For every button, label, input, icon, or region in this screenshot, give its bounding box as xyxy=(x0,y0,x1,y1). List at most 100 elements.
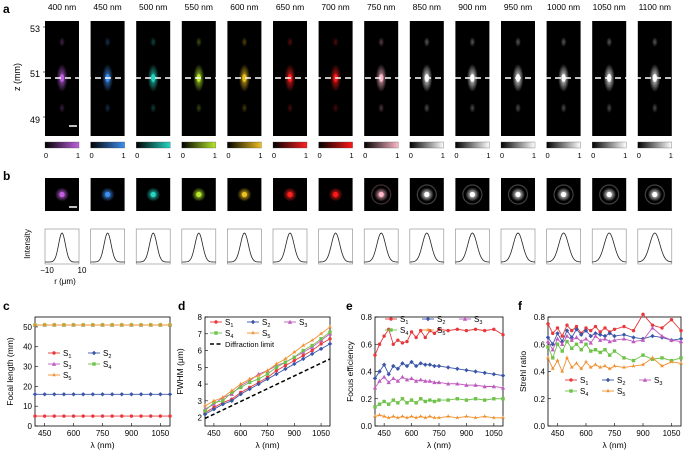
data-point xyxy=(660,356,664,360)
data-point xyxy=(250,330,256,335)
data-point xyxy=(631,358,636,363)
data-point xyxy=(445,413,451,419)
data-point xyxy=(565,323,569,327)
x-tick-label: 450 xyxy=(207,429,221,438)
series-S2 xyxy=(372,359,506,381)
series-line xyxy=(374,328,504,356)
legend-label-subscript: 2 xyxy=(108,354,111,360)
data-point xyxy=(265,372,270,376)
y-tick-label: 0.4 xyxy=(361,368,373,377)
data-point xyxy=(598,364,603,370)
intensity-profile-curve xyxy=(455,232,490,263)
y-tick-label: 3 xyxy=(198,397,203,406)
data-point xyxy=(372,385,378,390)
y-tick-label: 10 xyxy=(23,402,32,411)
panel-a-z-tick-51: 51 xyxy=(30,69,40,79)
data-point xyxy=(446,398,450,402)
data-point xyxy=(301,353,305,358)
data-point xyxy=(603,326,607,330)
data-point xyxy=(283,360,288,364)
legend-label-subscript: 3 xyxy=(659,381,662,387)
data-point xyxy=(91,350,97,356)
legend-label: S2 xyxy=(437,315,445,326)
series-line xyxy=(374,414,503,419)
y-tick-label: 0 xyxy=(28,422,33,431)
data-point xyxy=(42,322,47,327)
x-tick-label: 600 xyxy=(67,429,81,438)
legend-label: S3 xyxy=(654,376,662,387)
legend-label-letter: S xyxy=(63,360,68,369)
legend-label-letter: S xyxy=(654,376,659,385)
focal-peak xyxy=(470,74,475,82)
data-point xyxy=(678,336,684,341)
data-point xyxy=(265,376,270,382)
data-point xyxy=(413,415,419,420)
data-point xyxy=(418,361,423,366)
data-point xyxy=(61,322,67,327)
data-point xyxy=(203,409,207,413)
data-point xyxy=(659,333,665,338)
legend-label-subscript: 2 xyxy=(267,323,270,329)
legend-label-letter: S xyxy=(400,326,405,335)
plot-frame xyxy=(34,316,171,427)
data-point xyxy=(265,368,270,373)
data-point xyxy=(593,362,598,367)
data-point xyxy=(650,333,655,339)
y-axis-label: Strehl ratio xyxy=(518,351,528,392)
data-point xyxy=(579,348,583,352)
data-point xyxy=(641,353,645,357)
side-lobe xyxy=(423,37,430,47)
data-point xyxy=(605,388,611,393)
data-point xyxy=(425,316,431,322)
y-tick-label: 40 xyxy=(23,343,32,352)
series-S4 xyxy=(203,330,332,413)
data-point xyxy=(318,346,324,352)
focal-peak xyxy=(242,74,247,82)
data-point xyxy=(622,324,626,329)
data-point xyxy=(455,381,460,386)
side-lobe xyxy=(423,103,430,113)
data-point xyxy=(377,412,382,417)
panel-letter-a: a xyxy=(3,2,10,16)
side-lobe xyxy=(150,37,157,47)
data-point xyxy=(301,348,305,353)
chart-e: 450 600 750 900 1050 0.0 0.2 0.4 0.6 0.8 λ (nm) Foc… xyxy=(345,313,506,450)
data-point xyxy=(119,322,124,327)
colorbar-tick-max: 1 xyxy=(304,151,308,160)
legend-label-subscript: 4 xyxy=(230,334,233,340)
data-point xyxy=(328,337,332,341)
colorbar-tick-min: 0 xyxy=(546,151,550,160)
y-tick-label: 0.4 xyxy=(534,368,546,377)
data-point xyxy=(256,373,261,378)
intensity-profile-box xyxy=(181,228,217,265)
intensity-profile-curve xyxy=(318,232,353,263)
data-point xyxy=(109,392,115,397)
legend-label-subscript: 2 xyxy=(622,381,625,387)
intensity-profile-box xyxy=(637,228,673,265)
panel-b-r-axis-label: r (μm) xyxy=(54,277,76,286)
intensity-profile-curve xyxy=(500,232,536,263)
colorbar xyxy=(318,141,353,149)
y-tick-label: 0.0 xyxy=(534,422,546,431)
data-point xyxy=(583,328,589,333)
data-point xyxy=(593,324,598,329)
data-point xyxy=(91,414,95,418)
series-S3 xyxy=(372,374,506,390)
data-point xyxy=(593,331,598,336)
data-point xyxy=(327,341,333,347)
colorbar-tick-max: 1 xyxy=(167,151,171,160)
data-point xyxy=(119,392,124,397)
legend-label: S5 xyxy=(437,326,445,337)
focal-spot-core xyxy=(333,191,339,198)
data-point xyxy=(545,355,551,360)
data-point xyxy=(32,392,38,397)
intensity-profile-curve xyxy=(364,232,399,263)
x-axis-label: λ (nm) xyxy=(602,440,626,450)
x-tick-label: 1050 xyxy=(151,429,169,438)
colorbar-tick-max: 1 xyxy=(532,151,536,160)
data-point xyxy=(545,339,551,344)
data-point xyxy=(381,374,387,379)
data-point xyxy=(423,362,428,367)
data-point xyxy=(607,339,612,344)
